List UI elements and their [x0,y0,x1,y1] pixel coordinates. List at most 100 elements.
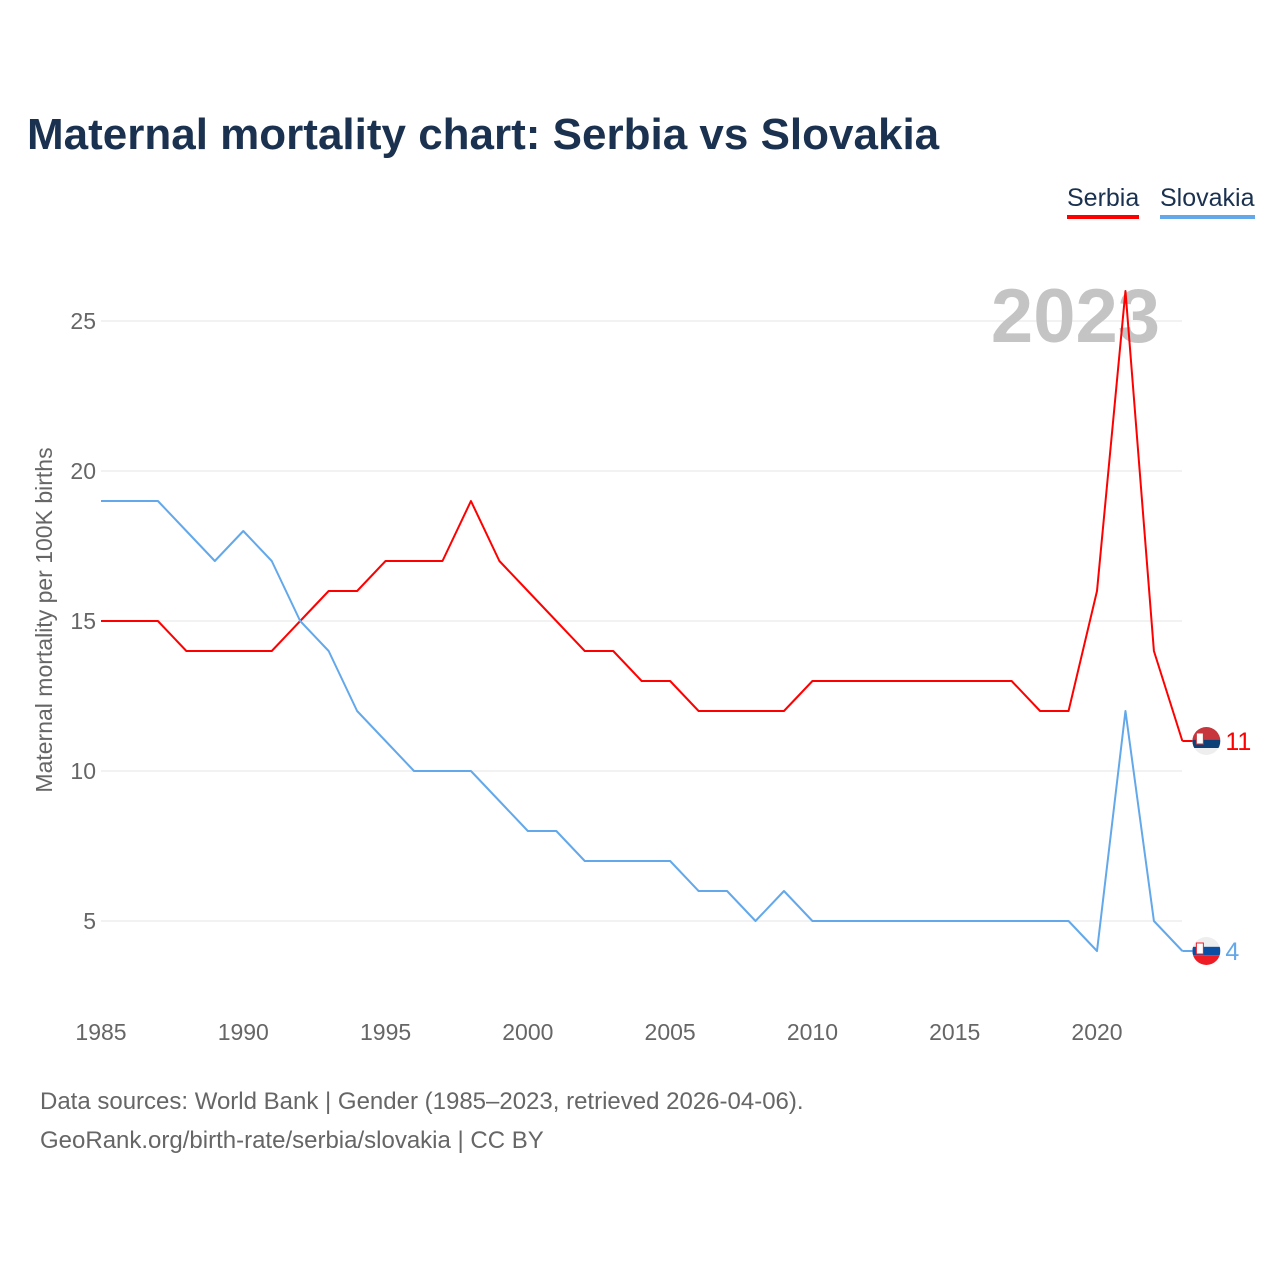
data-point [526,829,530,833]
data-point [412,769,416,773]
data-point [156,499,160,503]
data-point [640,859,644,863]
series-line-slovakia [101,500,1184,952]
data-point [867,919,871,923]
data-point [384,559,388,563]
end-value-label: 4 [1225,938,1239,966]
data-point [1123,289,1127,293]
data-point [1095,589,1099,593]
year-watermark: 2023 [991,274,1160,359]
data-point [1038,709,1042,713]
data-point [554,829,558,833]
y-tick-label: 5 [83,908,96,934]
data-point [554,619,558,623]
data-point [270,649,274,653]
data-point [981,679,985,683]
data-point [184,649,188,653]
series-line-serbia [101,290,1184,742]
data-point [497,559,501,563]
footer-url: GeoRank.org/birth-rate/serbia/slovakia |… [40,1127,544,1154]
data-point [611,649,615,653]
data-point [953,919,957,923]
data-point [327,589,331,593]
data-point [640,679,644,683]
data-point [839,679,843,683]
data-point [384,739,388,743]
data-point [668,679,672,683]
data-point [355,709,359,713]
x-tick-label: 2005 [645,1019,696,1045]
data-point [440,769,444,773]
serbia-flag-icon [1192,727,1221,755]
data-point [127,619,131,623]
flag-emblem [1195,942,1204,955]
data-point [1038,919,1042,923]
data-point [725,709,729,713]
data-point [668,859,672,863]
data-point [981,919,985,923]
data-point [440,559,444,563]
legend-slovakia[interactable]: Slovakia [1160,184,1255,219]
data-point [1095,949,1099,953]
data-point [1152,649,1156,653]
y-axis-label: Maternal mortality per 100K births [31,447,57,792]
y-tick-label: 25 [70,308,96,334]
end-value-label: 11 [1225,728,1251,756]
data-point [697,889,701,893]
flag-stripe [1192,937,1221,947]
data-point [810,679,814,683]
slovakia-flag-icon [1192,937,1221,965]
x-tick-label: 1985 [75,1019,126,1045]
data-point [953,679,957,683]
data-point [1067,919,1071,923]
data-point [725,889,729,893]
data-point [782,889,786,893]
x-tick-label: 2010 [787,1019,838,1045]
data-point [99,619,103,623]
data-point [1067,709,1071,713]
flag-stripe [1192,946,1221,956]
flag-emblem [1195,732,1204,745]
data-point [127,499,131,503]
data-point [896,919,900,923]
data-point [241,649,245,653]
data-point [896,679,900,683]
data-point [867,679,871,683]
data-point [924,679,928,683]
data-point [497,799,501,803]
x-tick-label: 2015 [929,1019,980,1045]
data-point [241,529,245,533]
data-point [583,649,587,653]
data-point [810,919,814,923]
data-point [839,919,843,923]
data-point [583,859,587,863]
data-point [412,559,416,563]
data-point [156,619,160,623]
data-point [270,559,274,563]
data-point [99,499,103,503]
data-point [1152,919,1156,923]
y-tick-label: 15 [70,608,96,634]
flag-stripe [1192,739,1221,748]
data-point [697,709,701,713]
data-point [355,589,359,593]
legend-serbia[interactable]: Serbia [1067,184,1140,219]
data-point [1123,709,1127,713]
data-point [1010,919,1014,923]
x-tick-label: 2020 [1071,1019,1122,1045]
data-point [611,859,615,863]
data-point [213,649,217,653]
data-point [469,499,473,503]
data-point [526,589,530,593]
data-point [298,619,302,623]
data-point [754,919,758,923]
x-tick-label: 2000 [502,1019,553,1045]
data-point [327,649,331,653]
data-point [782,709,786,713]
flag-stripe [1192,955,1221,965]
footer-sources: Data sources: World Bank | Gender (1985–… [40,1088,804,1115]
data-point [1010,679,1014,683]
data-point [924,919,928,923]
chart-title: Maternal mortality chart: Serbia vs Slov… [27,110,940,159]
